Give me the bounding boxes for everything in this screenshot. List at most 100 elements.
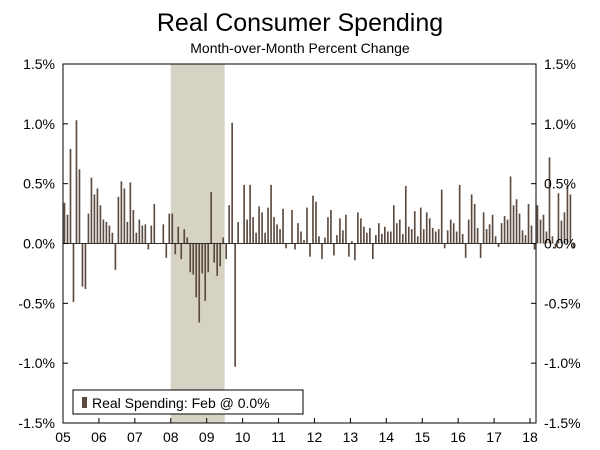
bar: [446, 230, 449, 244]
x-tick-label: 11: [271, 429, 286, 445]
bar: [431, 227, 434, 244]
bar: [416, 236, 419, 244]
bar: [231, 122, 233, 244]
bar: [455, 231, 458, 244]
bar: [282, 208, 284, 244]
bar: [342, 230, 344, 244]
bar: [395, 223, 398, 244]
bar: [386, 231, 389, 244]
bar: [518, 213, 521, 244]
x-tick-label: 10: [235, 429, 251, 445]
bar: [165, 243, 168, 258]
bar: [363, 226, 365, 244]
bar: [201, 243, 204, 274]
legend-box: [72, 389, 304, 415]
bar: [318, 236, 320, 244]
bar: [485, 229, 488, 244]
bar: [78, 169, 81, 244]
bar: [303, 239, 305, 244]
bar: [285, 243, 287, 249]
y-tick-label-left: 0.5%: [23, 176, 55, 192]
bar: [228, 205, 230, 244]
bar: [512, 205, 515, 244]
bar: [255, 232, 257, 244]
bar: [428, 218, 431, 244]
bar: [222, 237, 224, 244]
bar: [153, 204, 156, 244]
bar: [105, 221, 108, 244]
bar: [243, 184, 245, 244]
bar: [545, 231, 548, 244]
bar: [216, 243, 218, 276]
bar: [569, 194, 572, 244]
bar: [147, 243, 150, 250]
bar: [120, 181, 123, 244]
bar: [186, 237, 189, 244]
bar: [449, 219, 452, 244]
bar: [401, 233, 404, 244]
bar: [458, 184, 461, 244]
bar: [192, 243, 195, 275]
bar: [210, 192, 213, 244]
y-axis-left: -1.5% -1.0% -0.5% 0.0% 0.5% 1.0% 1.5%: [18, 56, 68, 431]
bar: [464, 243, 467, 258]
bar: [312, 195, 314, 244]
chart-title: Real Consumer Spending: [156, 9, 444, 37]
bar: [207, 243, 210, 273]
y-tick-label-right: -1.5%: [544, 415, 581, 431]
bar: [506, 219, 509, 244]
bar: [315, 201, 317, 244]
bar: [339, 218, 341, 244]
bar: [524, 235, 527, 244]
bar: [560, 220, 563, 244]
x-tick-label: 14: [379, 429, 395, 445]
bar: [219, 243, 221, 267]
y-tick-label-right: -1.0%: [544, 355, 581, 371]
bar: [96, 188, 99, 244]
bar: [536, 205, 539, 244]
bar: [126, 221, 129, 244]
bar: [90, 177, 93, 244]
bar: [108, 225, 111, 244]
bar: [189, 243, 192, 273]
bar: [81, 243, 84, 287]
bar: [521, 230, 524, 244]
bar: [72, 243, 75, 303]
bar: [378, 223, 380, 244]
bar: [470, 194, 473, 244]
bar: [297, 223, 299, 244]
bar: [360, 218, 362, 244]
bar: [321, 243, 323, 260]
bar: [177, 226, 180, 244]
bar: [327, 217, 329, 244]
bar: [542, 214, 545, 244]
bar: [300, 231, 302, 244]
bar: [141, 225, 144, 244]
bar: [135, 232, 138, 244]
bar: [452, 223, 455, 244]
bar: [306, 207, 308, 244]
bar: [551, 236, 554, 244]
bar: [345, 214, 347, 244]
bar: [515, 199, 518, 244]
bar: [563, 212, 566, 244]
bar: [336, 235, 338, 244]
bar: [249, 184, 251, 244]
legend: Real Spending: Feb @ 0.0%: [72, 389, 304, 415]
bar: [503, 215, 506, 244]
bar: [539, 219, 542, 244]
bar: [132, 209, 135, 244]
bar: [500, 223, 503, 244]
y-tick-label-left: -0.5%: [18, 295, 55, 311]
bar: [351, 241, 353, 244]
bar: [138, 219, 141, 244]
bar: [99, 205, 102, 244]
bar: [264, 232, 266, 244]
x-tick-label: 12: [307, 429, 323, 445]
bar: [366, 232, 368, 244]
bar: [261, 212, 263, 244]
bar: [425, 212, 428, 244]
bar: [114, 243, 117, 270]
